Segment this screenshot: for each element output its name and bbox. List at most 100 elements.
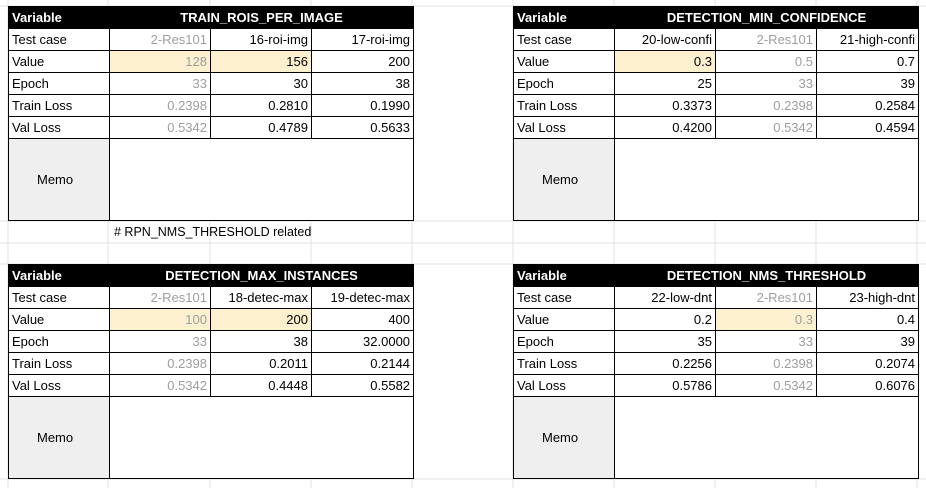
- row-label-val-loss[interactable]: Val Loss: [8, 374, 110, 397]
- cell-epoch[interactable]: 32.0000: [310, 330, 415, 353]
- cell-epoch[interactable]: 39: [815, 330, 920, 353]
- cell-val-loss[interactable]: 0.5633: [311, 116, 414, 139]
- row-label-test-case[interactable]: Test case: [513, 286, 615, 309]
- cell-train-loss[interactable]: 0.2398: [715, 352, 817, 375]
- cell-val-loss[interactable]: 0.6076: [815, 374, 920, 397]
- memo-label[interactable]: Memo: [8, 396, 110, 479]
- cell-val-loss[interactable]: 0.5342: [109, 374, 211, 397]
- cell-train-loss[interactable]: 0.2074: [815, 352, 920, 375]
- row-label-epoch[interactable]: Epoch: [513, 330, 615, 353]
- cell-test-case[interactable]: 17-roi-img: [311, 28, 414, 51]
- variable-name[interactable]: TRAIN_ROIS_PER_IMAGE: [109, 6, 414, 29]
- cell-val-loss[interactable]: 0.5342: [715, 116, 817, 139]
- row-label-value[interactable]: Value: [8, 50, 110, 73]
- table-detection-max-instances: Variable DETECTION_MAX_INSTANCES Test ca…: [8, 264, 415, 479]
- row-label-train-loss[interactable]: Train Loss: [8, 352, 110, 375]
- row-label-val-loss[interactable]: Val Loss: [513, 374, 615, 397]
- variable-name[interactable]: DETECTION_MIN_CONFIDENCE: [613, 6, 920, 29]
- memo-label[interactable]: Memo: [513, 396, 615, 479]
- cell-value[interactable]: 200: [311, 50, 414, 73]
- row-label-value[interactable]: Value: [8, 308, 110, 331]
- row-label-test-case[interactable]: Test case: [513, 28, 615, 51]
- cell-epoch[interactable]: 33: [715, 330, 817, 353]
- cell-epoch[interactable]: 38: [210, 330, 312, 353]
- cell-epoch[interactable]: 25: [614, 72, 716, 95]
- cell-epoch[interactable]: 38: [311, 72, 414, 95]
- cell-train-loss[interactable]: 0.2398: [715, 94, 817, 117]
- memo-cell[interactable]: [613, 138, 920, 221]
- cell-value[interactable]: 400: [310, 308, 415, 331]
- cell-train-loss[interactable]: 0.2398: [109, 352, 211, 375]
- row-label-test-case[interactable]: Test case: [8, 286, 110, 309]
- row-label-val-loss[interactable]: Val Loss: [8, 116, 110, 139]
- cell-epoch[interactable]: 33: [715, 72, 817, 95]
- note-cell[interactable]: # RPN_NMS_THRESHOLD related: [114, 225, 312, 239]
- variable-header[interactable]: Variable: [513, 264, 615, 287]
- table-train-rois-per-image: Variable TRAIN_ROIS_PER_IMAGE Test case …: [8, 6, 414, 221]
- cell-epoch[interactable]: 39: [815, 72, 920, 95]
- cell-train-loss[interactable]: 0.2011: [210, 352, 312, 375]
- cell-value[interactable]: 0.3: [614, 50, 716, 73]
- cell-test-case[interactable]: 2-Res101: [715, 28, 817, 51]
- cell-value[interactable]: 128: [109, 50, 211, 73]
- cell-test-case[interactable]: 19-detec-max: [310, 286, 415, 309]
- cell-value[interactable]: 200: [210, 308, 312, 331]
- cell-train-loss[interactable]: 0.3373: [614, 94, 716, 117]
- cell-test-case[interactable]: 18-detec-max: [210, 286, 312, 309]
- memo-cell[interactable]: [108, 396, 415, 479]
- cell-value[interactable]: 0.5: [715, 50, 817, 73]
- row-label-train-loss[interactable]: Train Loss: [513, 352, 615, 375]
- cell-val-loss[interactable]: 0.5786: [614, 374, 716, 397]
- variable-name[interactable]: DETECTION_MAX_INSTANCES: [108, 264, 415, 287]
- cell-train-loss[interactable]: 0.2584: [815, 94, 920, 117]
- cell-train-loss[interactable]: 0.2398: [109, 94, 211, 117]
- variable-header[interactable]: Variable: [8, 264, 110, 287]
- cell-value[interactable]: 156: [210, 50, 312, 73]
- cell-val-loss[interactable]: 0.4789: [210, 116, 312, 139]
- cell-value[interactable]: 0.7: [815, 50, 920, 73]
- cell-val-loss[interactable]: 0.5342: [109, 116, 211, 139]
- memo-cell[interactable]: [613, 396, 920, 479]
- cell-value[interactable]: 0.2: [614, 308, 716, 331]
- table-detection-min-confidence: Variable DETECTION_MIN_CONFIDENCE Test c…: [513, 6, 920, 221]
- memo-cell[interactable]: [109, 138, 414, 221]
- variable-header[interactable]: Variable: [513, 6, 615, 29]
- cell-train-loss[interactable]: 0.2810: [210, 94, 312, 117]
- row-label-train-loss[interactable]: Train Loss: [513, 94, 615, 117]
- cell-epoch[interactable]: 33: [109, 72, 211, 95]
- variable-name[interactable]: DETECTION_NMS_THRESHOLD: [613, 264, 920, 287]
- variable-header[interactable]: Variable: [8, 6, 110, 29]
- cell-test-case[interactable]: 20-low-confi: [614, 28, 716, 51]
- cell-val-loss[interactable]: 0.4594: [815, 116, 920, 139]
- row-label-value[interactable]: Value: [513, 308, 615, 331]
- cell-val-loss[interactable]: 0.5342: [715, 374, 817, 397]
- memo-label[interactable]: Memo: [513, 138, 615, 221]
- memo-label[interactable]: Memo: [8, 138, 110, 221]
- cell-test-case[interactable]: 2-Res101: [715, 286, 817, 309]
- cell-value[interactable]: 100: [109, 308, 211, 331]
- cell-train-loss[interactable]: 0.2144: [310, 352, 415, 375]
- cell-epoch[interactable]: 30: [210, 72, 312, 95]
- cell-epoch[interactable]: 35: [614, 330, 716, 353]
- cell-train-loss[interactable]: 0.2256: [614, 352, 716, 375]
- cell-value[interactable]: 0.3: [715, 308, 817, 331]
- cell-val-loss[interactable]: 0.5582: [310, 374, 415, 397]
- row-label-value[interactable]: Value: [513, 50, 615, 73]
- cell-test-case[interactable]: 2-Res101: [109, 28, 211, 51]
- row-label-epoch[interactable]: Epoch: [8, 72, 110, 95]
- cell-test-case[interactable]: 16-roi-img: [210, 28, 312, 51]
- cell-val-loss[interactable]: 0.4200: [614, 116, 716, 139]
- cell-test-case[interactable]: 23-high-dnt: [815, 286, 920, 309]
- row-label-epoch[interactable]: Epoch: [8, 330, 110, 353]
- cell-test-case[interactable]: 2-Res101: [109, 286, 211, 309]
- row-label-val-loss[interactable]: Val Loss: [513, 116, 615, 139]
- cell-test-case[interactable]: 22-low-dnt: [614, 286, 716, 309]
- row-label-test-case[interactable]: Test case: [8, 28, 110, 51]
- row-label-epoch[interactable]: Epoch: [513, 72, 615, 95]
- cell-val-loss[interactable]: 0.4448: [210, 374, 312, 397]
- cell-epoch[interactable]: 33: [109, 330, 211, 353]
- cell-value[interactable]: 0.4: [815, 308, 920, 331]
- cell-train-loss[interactable]: 0.1990: [311, 94, 414, 117]
- row-label-train-loss[interactable]: Train Loss: [8, 94, 110, 117]
- cell-test-case[interactable]: 21-high-confi: [815, 28, 920, 51]
